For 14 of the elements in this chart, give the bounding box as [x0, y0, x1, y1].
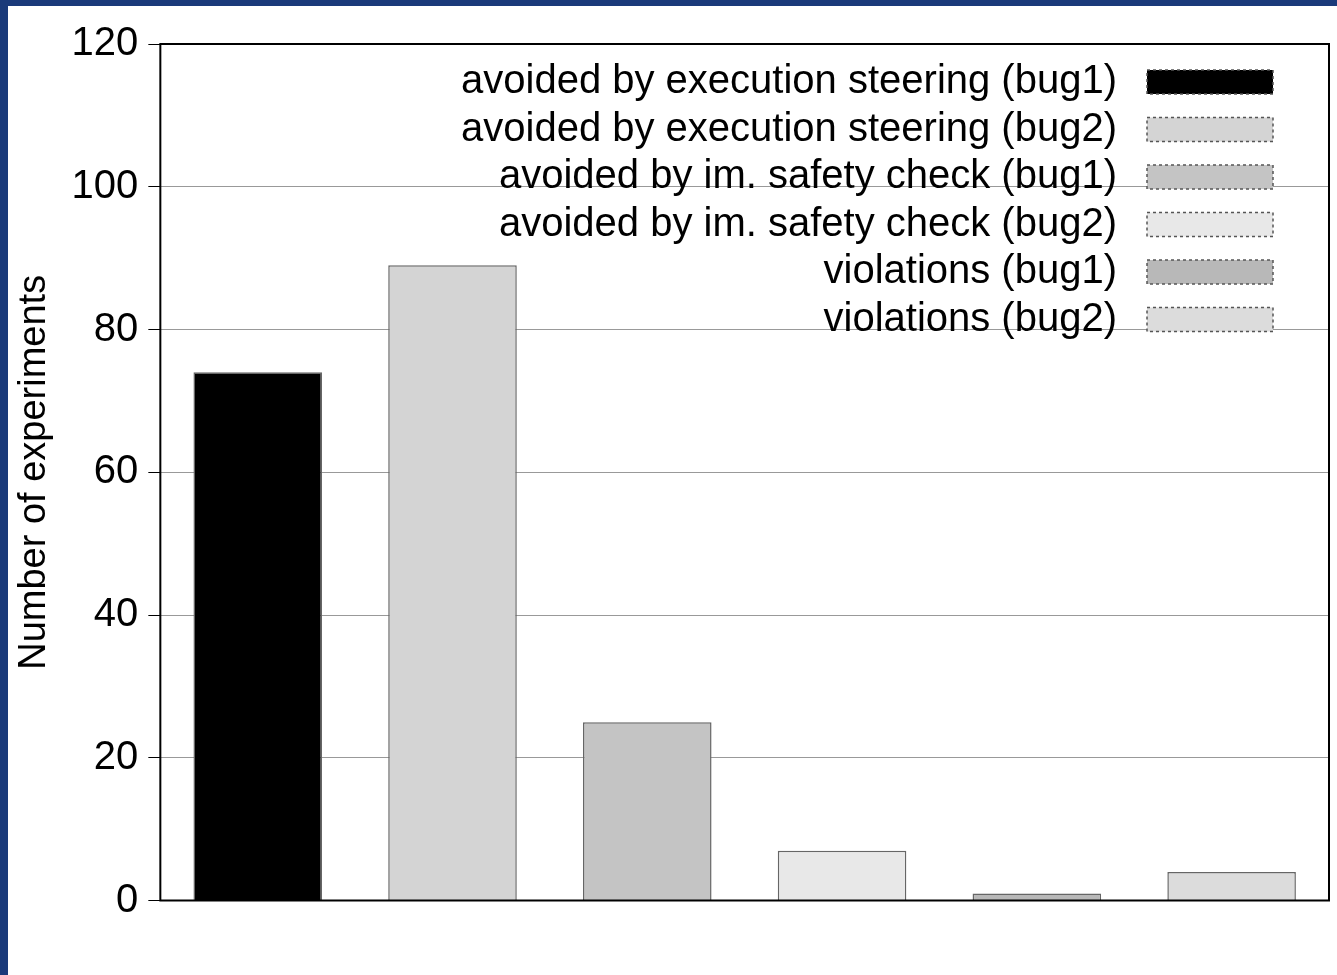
y-tick-label: 40: [93, 590, 139, 635]
y-tick-label: 60: [93, 447, 139, 492]
legend-label: avoided by execution steering (bug1): [461, 57, 1117, 102]
legend-label: avoided by execution steering (bug2): [461, 104, 1117, 149]
legend-label: avoided by im. safety check (bug1): [498, 152, 1117, 197]
legend-label: avoided by im. safety check (bug2): [498, 199, 1117, 244]
legend-label: violations (bug2): [823, 294, 1117, 339]
y-tick-label: 20: [93, 732, 139, 777]
y-tick-label: 100: [71, 161, 139, 206]
y-tick-label: 0: [116, 875, 139, 920]
y-tick-label: 120: [71, 19, 139, 64]
y-axis-title: Number of experiments: [11, 274, 54, 670]
legend-label: violations (bug1): [823, 247, 1117, 292]
y-tick-label: 80: [93, 304, 139, 349]
